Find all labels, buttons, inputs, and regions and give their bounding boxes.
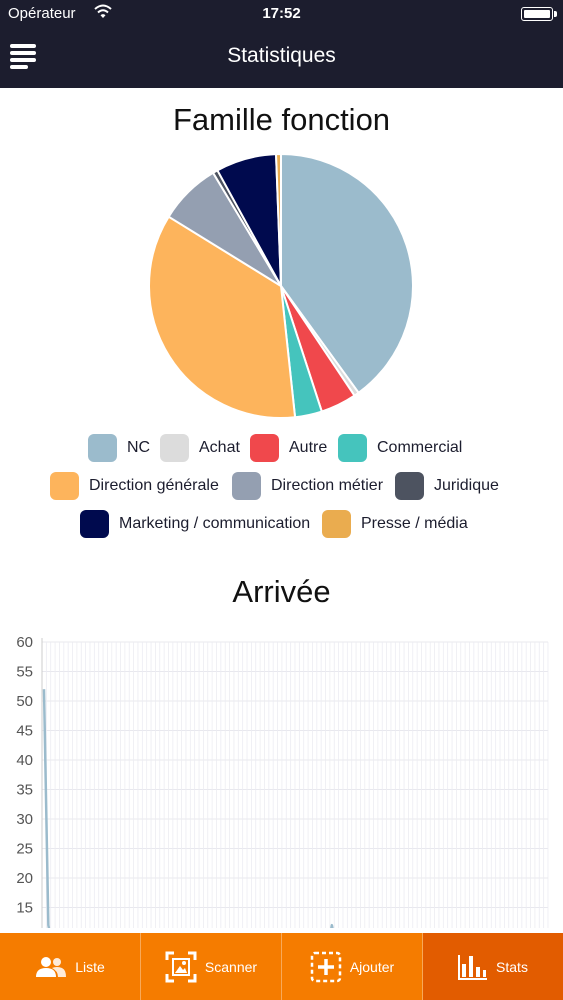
legend-item: Juridique (395, 472, 499, 500)
y-tick-label: 50 (16, 693, 33, 710)
legend-swatch (322, 510, 351, 538)
legend-swatch (250, 434, 279, 462)
legend-item: Direction métier (232, 472, 383, 500)
tab-scanner[interactable]: Scanner (141, 933, 282, 1000)
legend-label: Commercial (377, 439, 463, 456)
tab-bar: Liste Scanner Ajouter Stats (0, 933, 563, 1000)
legend-label: Presse / média (361, 515, 468, 532)
legend-item: Presse / média (322, 510, 468, 538)
y-tick-label: 35 (16, 782, 33, 799)
legend-label: Juridique (434, 477, 499, 494)
legend-item: Marketing / communication (80, 510, 310, 538)
navigation-bar: Statistiques (0, 28, 563, 88)
tab-stats[interactable]: Stats (423, 933, 563, 1000)
tab-ajouter[interactable]: Ajouter (282, 933, 423, 1000)
y-tick-label: 60 (16, 634, 33, 651)
tab-liste[interactable]: Liste (0, 933, 141, 1000)
legend-label: Autre (289, 439, 328, 456)
tab-stats-label: Stats (496, 958, 528, 975)
clock: 17:52 (262, 5, 301, 22)
legend-label: Achat (199, 439, 240, 456)
legend-label: Direction métier (271, 477, 384, 494)
y-tick-label: 40 (16, 752, 33, 769)
y-tick-label: 55 (16, 664, 33, 681)
legend-label: Direction générale (89, 477, 219, 494)
battery-icon (521, 7, 557, 21)
legend-item: NC (88, 434, 150, 462)
legend-swatch (395, 472, 424, 500)
y-tick-label: 30 (16, 811, 33, 828)
add-icon (310, 951, 342, 982)
wifi-icon (94, 4, 112, 24)
tab-ajouter-label: Ajouter (349, 958, 395, 975)
line-chart: 6055504540353025201510 (16, 634, 549, 928)
pie-slice-direction-g-n-rale[interactable] (148, 215, 297, 419)
legend-item: Autre (250, 434, 327, 462)
y-tick-label: 15 (16, 900, 33, 917)
tab-liste-label: Liste (75, 958, 105, 975)
legend-swatch (160, 434, 189, 462)
status-bar: Opérateur 17:52 (0, 0, 563, 28)
y-tick-label: 20 (16, 870, 33, 887)
y-tick-label: 45 (16, 723, 33, 740)
tab-scanner-label: Scanner (204, 958, 258, 975)
line-chart-title: Arrivée (232, 574, 331, 609)
stats-content[interactable]: Famille fonction NC Achat Autre Commercial D… (0, 88, 563, 933)
carrier-label: Opérateur (8, 5, 76, 22)
legend-label: Marketing / communication (119, 515, 311, 532)
legend-item: Achat (160, 434, 240, 462)
legend-label: NC (127, 439, 151, 456)
legend-item: Commercial (338, 434, 462, 462)
legend-swatch (338, 434, 367, 462)
pie-chart (148, 152, 414, 419)
bar-chart-icon (458, 954, 488, 980)
legend-swatch (80, 510, 109, 538)
pie-chart-title: Famille fonction (172, 102, 391, 137)
legend-swatch (232, 472, 261, 500)
y-tick-label: 25 (16, 841, 33, 858)
legend-item: Direction générale (50, 472, 219, 500)
legend-swatch (50, 472, 79, 500)
scanner-icon (165, 951, 197, 982)
pie-slice-presse-m-dia[interactable] (274, 152, 282, 287)
users-icon (36, 956, 67, 977)
menu-icon[interactable] (10, 44, 36, 70)
legend-swatch (88, 434, 117, 462)
page-title: Statistiques (227, 44, 336, 67)
pie-slice-nc[interactable] (280, 152, 414, 395)
